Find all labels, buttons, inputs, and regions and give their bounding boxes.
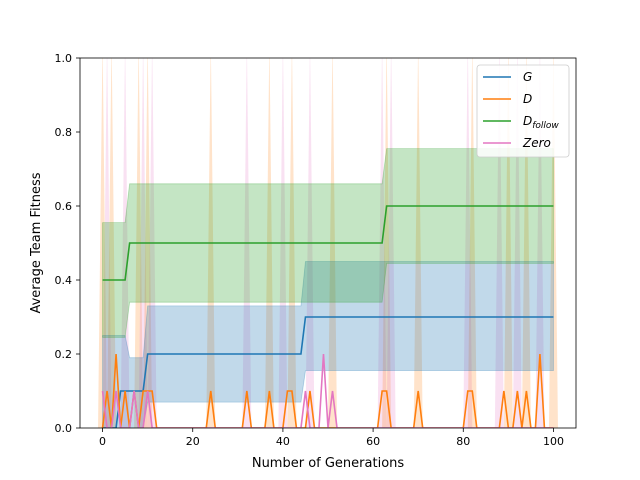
noise-band: [120, 58, 130, 428]
noise-band: [548, 58, 558, 428]
y-tick-label: 0.6: [55, 200, 73, 213]
x-axis-label: Number of Generations: [252, 456, 405, 471]
noise-band: [98, 58, 108, 428]
line-D: [101, 353, 554, 428]
legend-label-D: D: [523, 92, 532, 106]
line-G: [102, 316, 554, 428]
y-axis: 0.0 0.2 0.4 0.6 0.8 1.0: [55, 52, 80, 435]
noise-band: [503, 58, 513, 428]
y-tick-label: 0.0: [55, 422, 73, 435]
line-Zero: [101, 353, 554, 428]
noise-band: [467, 58, 477, 428]
series-lines: [101, 205, 554, 428]
y-tick-label: 0.4: [55, 274, 73, 287]
x-tick-label: 40: [276, 435, 290, 448]
noise-band: [107, 58, 117, 428]
x-tick-label: 80: [456, 435, 470, 448]
x-tick-label: 100: [543, 435, 564, 448]
noise-band: [494, 58, 504, 428]
line-D_follow: [102, 205, 554, 281]
x-tick-label: 0: [99, 435, 106, 448]
noise-band: [382, 58, 392, 428]
noise-band: [521, 58, 531, 428]
x-axis: 0 20 40 60 80 100: [99, 428, 564, 448]
noise-band: [102, 58, 112, 428]
x-tick-label: 20: [186, 435, 200, 448]
legend-label-G: G: [523, 70, 532, 84]
noise-band: [463, 58, 473, 428]
legend-label-Zero: Zero: [522, 136, 551, 150]
legend-subscript: follow: [532, 121, 559, 131]
plot-frame: [79, 57, 577, 429]
legend-box: [476, 64, 570, 158]
noise-band: [535, 58, 545, 428]
noise-band: [386, 58, 396, 428]
y-axis-label: Average Team Fitness: [29, 172, 44, 313]
y-tick-label: 1.0: [55, 52, 73, 65]
noise-band: [413, 58, 423, 428]
noise-band: [512, 58, 522, 428]
y-tick-label: 0.2: [55, 348, 73, 361]
x-tick-label: 60: [366, 435, 380, 448]
y-tick-label: 0.8: [55, 126, 73, 139]
